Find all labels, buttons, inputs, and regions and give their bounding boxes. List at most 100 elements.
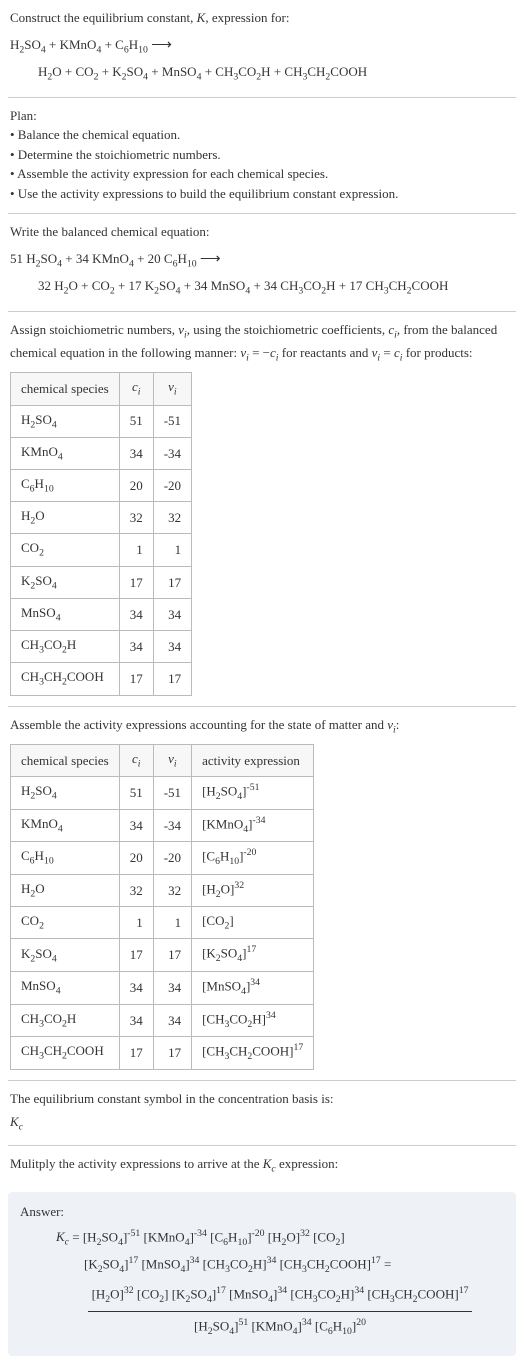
table-row: CO211[CO2] <box>11 907 314 939</box>
table-header-row: chemical species ci νi activity expressi… <box>11 744 314 776</box>
cell-species: CO2 <box>11 534 120 566</box>
cell-ci: 1 <box>119 534 153 566</box>
table-row: C6H1020-20 <box>11 470 192 502</box>
col-vi: νi <box>153 744 191 776</box>
cell-ci: 20 <box>119 842 153 875</box>
cell-species: CH3CO2H <box>11 1004 120 1037</box>
col-ci: ci <box>119 744 153 776</box>
col-species: chemical species <box>11 744 120 776</box>
cell-vi: 17 <box>153 939 191 972</box>
cell-activity: [H2O]32 <box>192 874 314 907</box>
construct-text-2: , expression for: <box>205 10 289 25</box>
cell-ci: 51 <box>119 405 153 437</box>
cell-species: C6H10 <box>11 470 120 502</box>
table-row: K2SO41717[K2SO4]17 <box>11 939 314 972</box>
cell-ci: 17 <box>119 1037 153 1070</box>
cell-vi: -20 <box>153 470 191 502</box>
table-row: H2SO451-51 <box>11 405 192 437</box>
col-ci: ci <box>119 373 153 405</box>
cell-vi: 17 <box>153 1037 191 1070</box>
cell-ci: 34 <box>119 598 153 630</box>
table-row: MnSO43434 <box>11 598 192 630</box>
assign-section: Assign stoichiometric numbers, νi, using… <box>0 312 524 706</box>
multiply-section: Mulitply the activity expressions to arr… <box>0 1146 524 1187</box>
construct-line: Construct the equilibrium constant, K, e… <box>10 8 514 28</box>
cell-species: H2O <box>11 874 120 907</box>
assemble-text: Assemble the activity expressions accoun… <box>10 715 514 738</box>
cell-activity: [MnSO4]34 <box>192 971 314 1004</box>
cell-activity: [C6H10]-20 <box>192 842 314 875</box>
cell-species: KMnO4 <box>11 437 120 469</box>
cell-vi: -34 <box>153 437 191 469</box>
table-row: MnSO43434[MnSO4]34 <box>11 971 314 1004</box>
table-row: KMnO434-34[KMnO4]-34 <box>11 809 314 842</box>
cell-vi: 17 <box>153 663 191 695</box>
cell-ci: 17 <box>119 939 153 972</box>
cell-vi: -51 <box>153 777 191 810</box>
balanced-heading: Write the balanced chemical equation: <box>10 222 514 242</box>
kc-symbol-text: The equilibrium constant symbol in the c… <box>10 1089 514 1109</box>
cell-vi: -51 <box>153 405 191 437</box>
stoich-table: chemical species ci νi H2SO451-51KMnO434… <box>10 372 192 695</box>
cell-activity: [KMnO4]-34 <box>192 809 314 842</box>
kc-symbol: Kc <box>10 1112 514 1135</box>
cell-vi: -34 <box>153 809 191 842</box>
activity-table: chemical species ci νi activity expressi… <box>10 744 314 1070</box>
table-row: H2O3232[H2O]32 <box>11 874 314 907</box>
answer-box: Answer: Kc = [H2SO4]-51 [KMnO4]-34 [C6H1… <box>8 1192 516 1356</box>
cell-ci: 1 <box>119 907 153 939</box>
kc-fraction: [H2O]32 [CO2] [K2SO4]17 [MnSO4]34 [CH3CO… <box>88 1282 473 1342</box>
cell-ci: 20 <box>119 470 153 502</box>
cell-ci: 51 <box>119 777 153 810</box>
plan-item-3: • Use the activity expressions to build … <box>10 184 514 204</box>
plan-heading: Plan: <box>10 106 514 126</box>
cell-species: H2O <box>11 502 120 534</box>
assign-text: Assign stoichiometric numbers, νi, using… <box>10 320 514 366</box>
balanced-equation: 51 H2SO4 + 34 KMnO4 + 20 C6H10 ⟶ 32 H2O … <box>10 246 514 301</box>
table-row: CH3CH2COOH1717 <box>11 663 192 695</box>
cell-activity: [K2SO4]17 <box>192 939 314 972</box>
table-row: CH3CO2H3434[CH3CO2H]34 <box>11 1004 314 1037</box>
answer-label: Answer: <box>20 1202 504 1222</box>
table-row: K2SO41717 <box>11 566 192 598</box>
cell-species: MnSO4 <box>11 971 120 1004</box>
balanced-section: Write the balanced chemical equation: 51… <box>0 214 524 311</box>
cell-activity: [CH3CO2H]34 <box>192 1004 314 1037</box>
cell-species: MnSO4 <box>11 598 120 630</box>
table-row: CH3CO2H3434 <box>11 631 192 663</box>
cell-ci: 32 <box>119 874 153 907</box>
cell-vi: 34 <box>153 598 191 630</box>
cell-species: CH3CH2COOH <box>11 1037 120 1070</box>
plan-item-2: • Assemble the activity expression for e… <box>10 164 514 184</box>
cell-vi: 34 <box>153 971 191 1004</box>
cell-ci: 34 <box>119 971 153 1004</box>
cell-species: H2SO4 <box>11 405 120 437</box>
cell-species: CH3CH2COOH <box>11 663 120 695</box>
cell-species: H2SO4 <box>11 777 120 810</box>
plan-item-1: • Determine the stoichiometric numbers. <box>10 145 514 165</box>
cell-vi: -20 <box>153 842 191 875</box>
cell-species: CO2 <box>11 907 120 939</box>
cell-species: KMnO4 <box>11 809 120 842</box>
construct-text-1: Construct the equilibrium constant, <box>10 10 197 25</box>
cell-species: CH3CO2H <box>11 631 120 663</box>
table-row: H2SO451-51[H2SO4]-51 <box>11 777 314 810</box>
cell-ci: 17 <box>119 663 153 695</box>
table-header-row: chemical species ci νi <box>11 373 192 405</box>
unbalanced-equation: H2SO4 + KMnO4 + C6H10 ⟶ H2O + CO2 + K2SO… <box>10 32 514 87</box>
construct-section: Construct the equilibrium constant, K, e… <box>0 0 524 97</box>
col-species: chemical species <box>11 373 120 405</box>
table-row: CH3CH2COOH1717[CH3CH2COOH]17 <box>11 1037 314 1070</box>
assemble-section: Assemble the activity expressions accoun… <box>0 707 524 1080</box>
kc-expression: Kc = [H2SO4]-51 [KMnO4]-34 [C6H10]-20 [H… <box>20 1225 504 1342</box>
kc-symbol-section: The equilibrium constant symbol in the c… <box>0 1081 524 1146</box>
cell-vi: 34 <box>153 1004 191 1037</box>
col-vi: νi <box>153 373 191 405</box>
cell-vi: 32 <box>153 502 191 534</box>
cell-ci: 34 <box>119 809 153 842</box>
plan-item-0: • Balance the chemical equation. <box>10 125 514 145</box>
cell-species: K2SO4 <box>11 939 120 972</box>
col-activity: activity expression <box>192 744 314 776</box>
plan-section: Plan: • Balance the chemical equation. •… <box>0 98 524 214</box>
cell-activity: [CH3CH2COOH]17 <box>192 1037 314 1070</box>
